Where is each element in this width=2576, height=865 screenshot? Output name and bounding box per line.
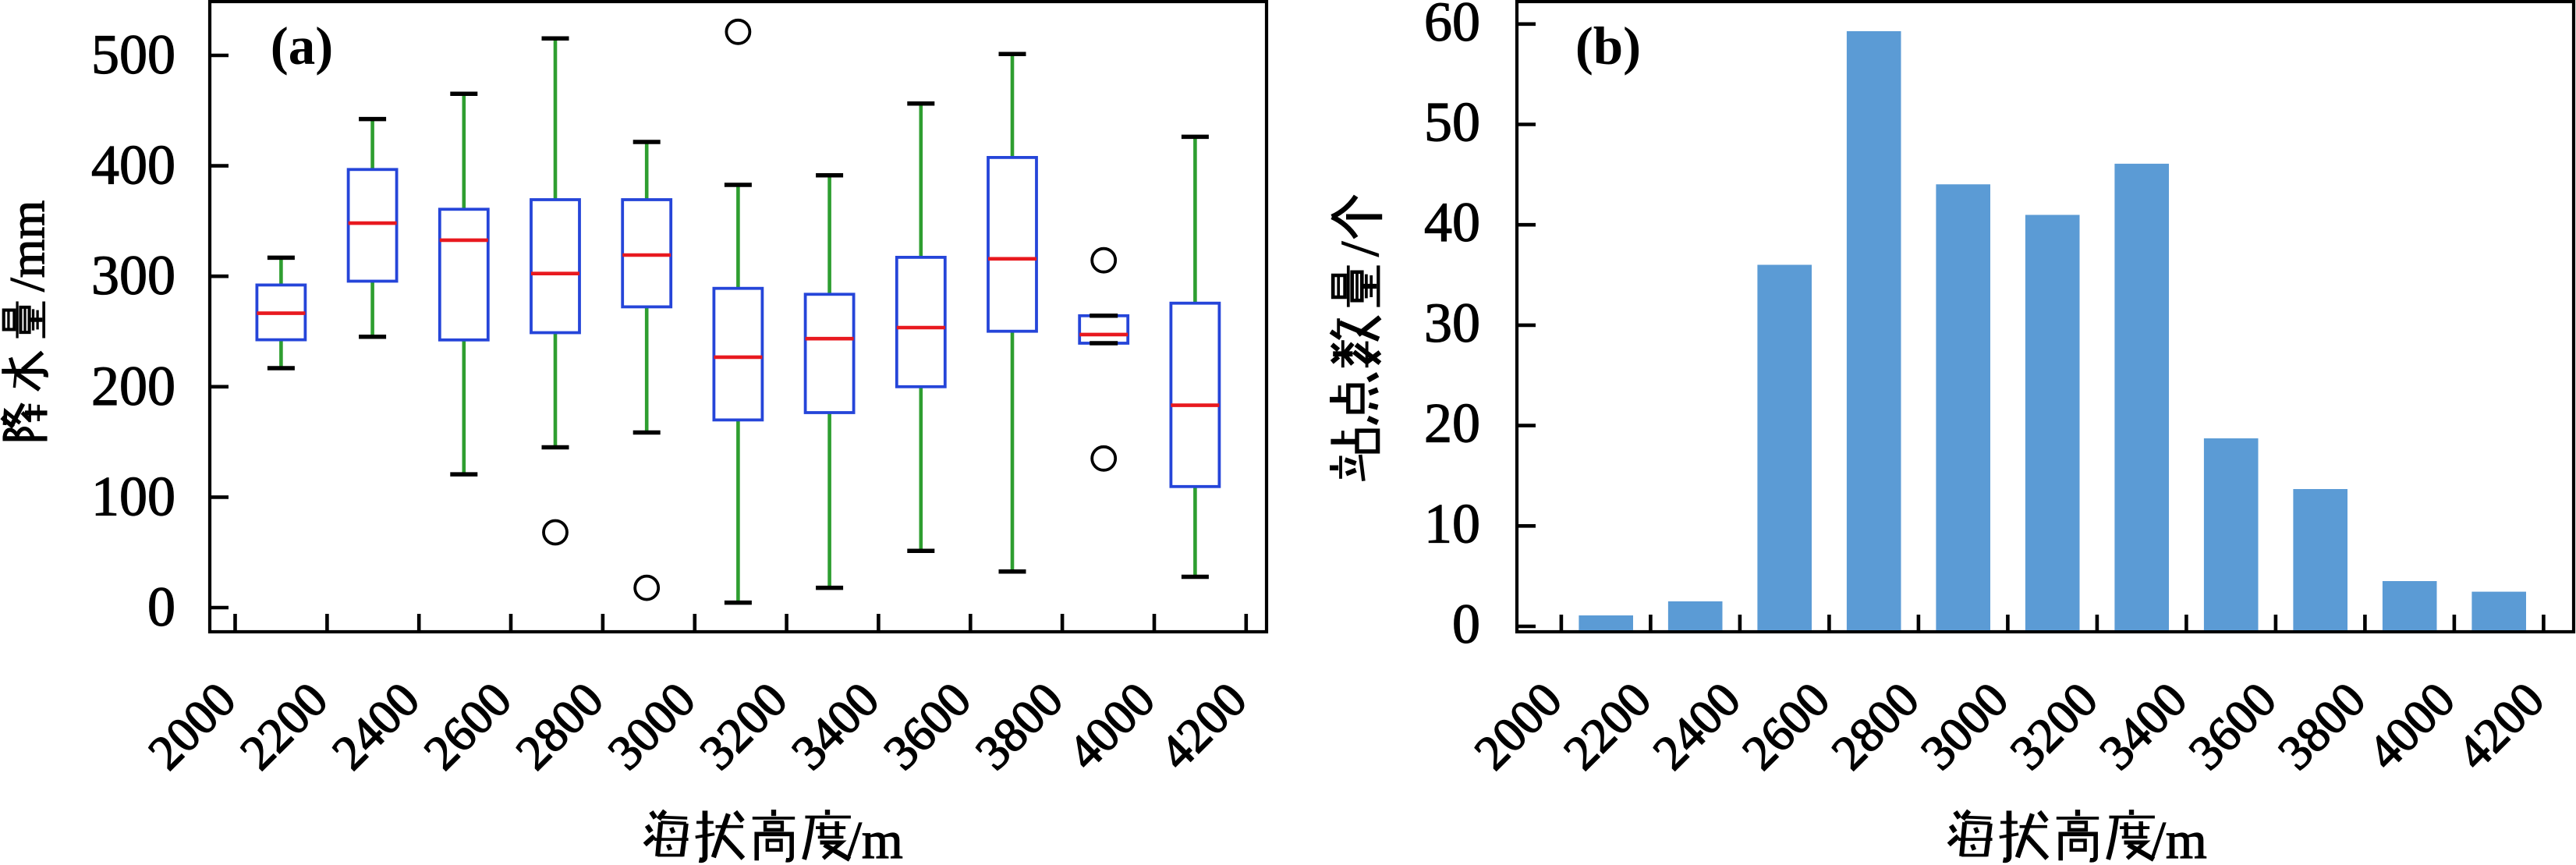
svg-text:300: 300 bbox=[91, 244, 175, 307]
svg-text:400: 400 bbox=[91, 134, 175, 197]
svg-text:/m: /m bbox=[2151, 810, 2207, 865]
svg-text:/m: /m bbox=[847, 810, 903, 865]
svg-text:20: 20 bbox=[1424, 392, 1480, 455]
svg-text:50: 50 bbox=[1424, 91, 1480, 154]
svg-text:500: 500 bbox=[91, 23, 175, 86]
svg-text:60: 60 bbox=[1424, 0, 1480, 53]
svg-text:0: 0 bbox=[147, 576, 175, 638]
svg-text:/mm: /mm bbox=[0, 200, 55, 292]
svg-text:40: 40 bbox=[1424, 191, 1480, 253]
svg-text:0: 0 bbox=[1452, 593, 1480, 655]
svg-text:30: 30 bbox=[1424, 292, 1480, 354]
svg-text:100: 100 bbox=[91, 465, 175, 527]
svg-text:(b): (b) bbox=[1575, 16, 1641, 76]
svg-text:10: 10 bbox=[1424, 492, 1480, 555]
svg-text:/: / bbox=[1331, 241, 1391, 257]
svg-text:200: 200 bbox=[91, 355, 175, 417]
svg-text:(a): (a) bbox=[271, 16, 333, 76]
